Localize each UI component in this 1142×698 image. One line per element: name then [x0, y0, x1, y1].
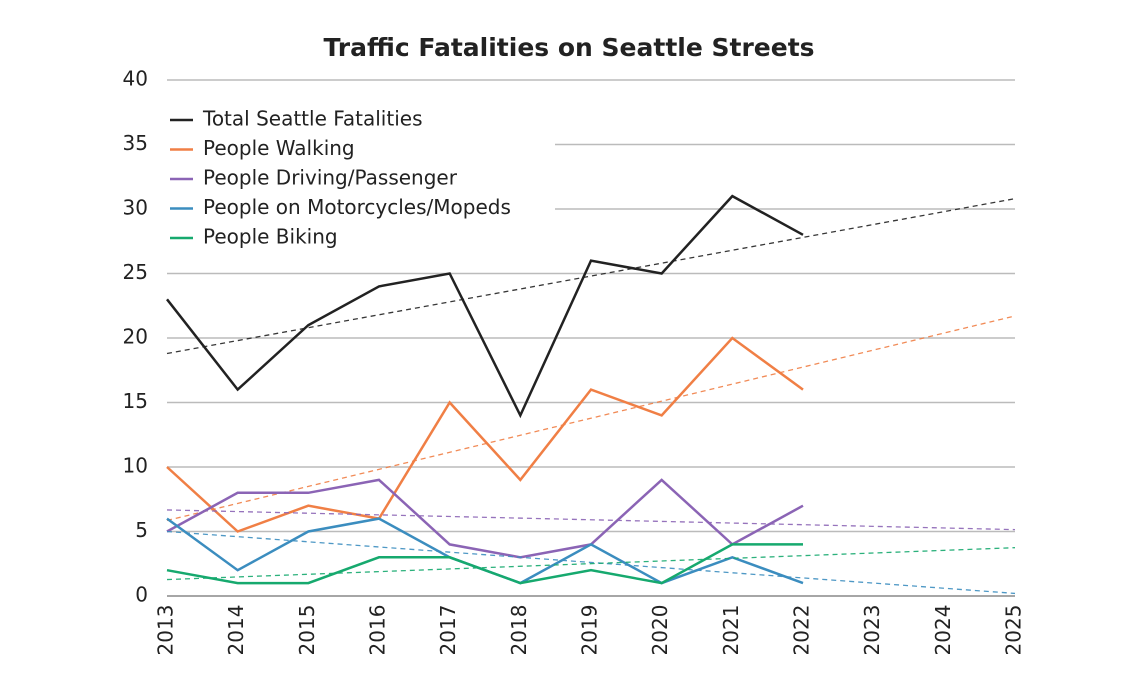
trend-line — [166, 547, 1016, 581]
y-tick-label: 40 — [123, 67, 148, 91]
x-tick-label: 2016 — [366, 605, 390, 656]
x-tick-label: 2019 — [578, 605, 602, 656]
x-tick-label: 2024 — [931, 605, 955, 656]
legend-background — [160, 100, 555, 255]
y-tick-label: 10 — [123, 454, 148, 478]
y-tick-label: 0 — [135, 583, 148, 607]
legend-label: Total Seattle Fatalities — [202, 107, 422, 131]
x-tick-label: 2020 — [648, 605, 672, 656]
series-line — [166, 478, 804, 559]
trend-line — [166, 509, 1016, 531]
x-tick-label: 2023 — [860, 605, 884, 656]
series-line — [166, 194, 804, 419]
x-tick-label: 2013 — [154, 605, 178, 656]
x-tick-label: 2015 — [295, 605, 319, 656]
legend-label: People on Motorcycles/Mopeds — [203, 195, 511, 219]
trend-line — [166, 315, 1016, 522]
series-line — [166, 543, 803, 585]
y-tick-label: 20 — [123, 325, 148, 349]
y-tick-label: 15 — [123, 389, 148, 413]
x-tick-label: 2021 — [719, 605, 743, 656]
y-tick-label: 30 — [123, 196, 148, 220]
legend-label: People Driving/Passenger — [203, 166, 458, 190]
legend-label: People Walking — [203, 136, 355, 160]
trend-line — [166, 530, 1016, 595]
chart-title: Traffic Fatalities on Seattle Streets — [323, 33, 814, 62]
x-tick-label: 2014 — [224, 605, 248, 656]
y-tick-label: 5 — [135, 518, 148, 542]
x-tick-label: 2018 — [507, 605, 531, 656]
legend-label: People Biking — [203, 225, 338, 249]
y-tick-label: 35 — [123, 131, 148, 155]
x-tick-label: 2017 — [436, 605, 460, 656]
series-line — [166, 336, 804, 533]
x-tick-label: 2025 — [1002, 605, 1026, 656]
x-tick-label: 2022 — [790, 605, 814, 656]
y-tick-label: 25 — [123, 260, 148, 284]
